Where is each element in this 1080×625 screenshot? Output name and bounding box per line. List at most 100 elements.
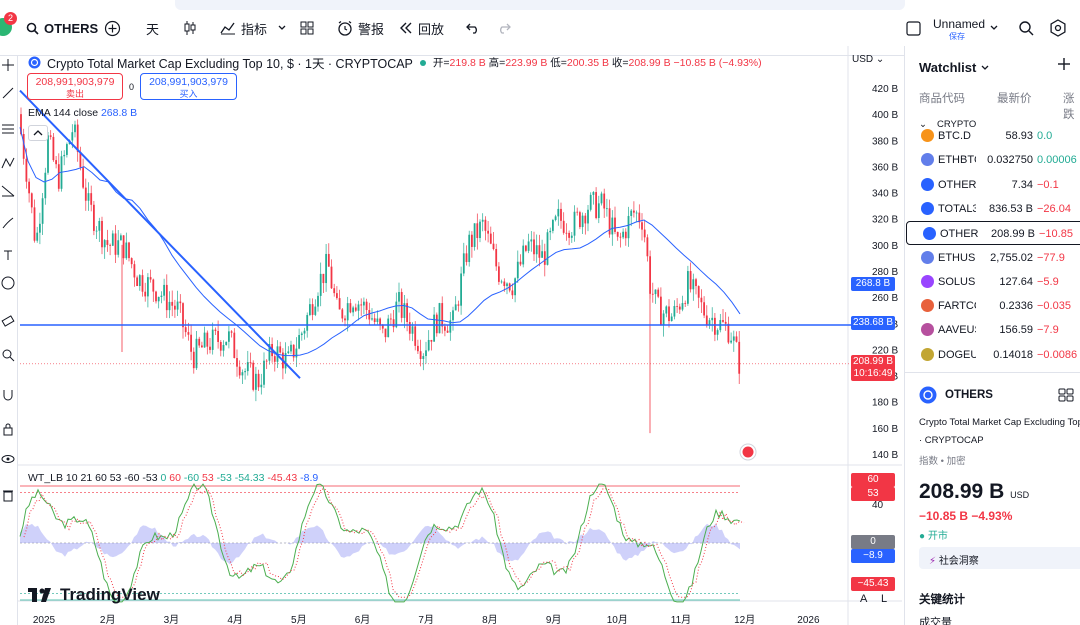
candle-body (357, 304, 360, 311)
detail-layout-button[interactable] (1058, 388, 1074, 405)
lock-icon[interactable] (1, 422, 15, 436)
layout-square-icon[interactable] (906, 17, 921, 39)
watchlist-row[interactable]: OTHERS 7.34 −0.1 (905, 173, 1080, 197)
candle-body (246, 362, 249, 372)
candle-body (705, 315, 708, 325)
candle-body (535, 245, 538, 255)
compare-button[interactable] (104, 17, 121, 39)
chart-area[interactable]: 420 B 400 B 380 B 360 B 340 B 320 B 300 B 280 B… (18, 46, 902, 625)
trend-line (19, 89, 301, 379)
candle-body (700, 297, 703, 303)
trash-icon[interactable] (1, 488, 15, 502)
redo-button[interactable] (497, 17, 511, 39)
watchlist-row[interactable]: TOTAL3 836.53 B −26.04 (905, 197, 1080, 221)
candle-body (646, 237, 649, 257)
candle-body (222, 344, 225, 351)
watchlist-row[interactable]: DOGEUSD 0.14018 −0.0086 (905, 343, 1080, 367)
watchlist-row[interactable]: SOLUSD 127.64 −5.9 (905, 270, 1080, 294)
osc-value2-label: −45.43 (851, 577, 895, 591)
text-icon[interactable] (1, 248, 15, 262)
interval-button[interactable]: 天 (146, 17, 159, 39)
market-open-dot-icon (419, 59, 426, 66)
auto-scale-button[interactable]: A (860, 593, 868, 605)
candle-body (211, 329, 214, 350)
candle-body (252, 362, 255, 390)
chart-type-button[interactable] (183, 17, 197, 39)
layout-name[interactable]: Unnamed (933, 17, 986, 31)
candle-body (581, 215, 584, 228)
candle-body (268, 343, 271, 361)
pattern-icon[interactable] (1, 156, 15, 170)
add-symbol-button[interactable] (1057, 54, 1071, 77)
candle-body (141, 275, 144, 292)
candle-body (298, 335, 300, 349)
brush-icon[interactable] (1, 216, 15, 230)
low-label: 低 (550, 57, 561, 69)
notification-badge[interactable]: 2 (4, 12, 17, 25)
col-header-symbol[interactable]: 商品代码 (919, 93, 965, 105)
projection-icon[interactable] (1, 184, 15, 198)
candle-body (471, 234, 473, 247)
candle-body (322, 273, 325, 284)
fib-icon[interactable] (1, 122, 15, 136)
candle-body (525, 245, 527, 251)
price-tick-label: 260 B (872, 293, 898, 304)
detail-symbol[interactable]: OTHERS (919, 386, 993, 404)
sell-label: 卖出 (65, 89, 84, 99)
watchlist-row[interactable]: AAVEUSD 156.59 −7.9 (905, 318, 1080, 342)
buy-button[interactable]: 208,991,903,979 买入 (140, 73, 237, 100)
quick-search-button[interactable] (1018, 17, 1035, 39)
indicators-dropdown[interactable] (277, 17, 287, 39)
candle-body (522, 245, 525, 265)
settings-button[interactable] (1049, 17, 1067, 39)
candle-body (498, 266, 500, 282)
watchlist-row[interactable]: OTHERS 208.99 B −10.85 (906, 221, 1080, 246)
trendline-icon[interactable] (1, 86, 15, 100)
col-header-last[interactable]: 最新价 (997, 93, 1032, 105)
replay-label: 回放 (418, 21, 445, 37)
symbol-search-button[interactable]: OTHERS (26, 17, 98, 39)
undo-button[interactable] (466, 17, 480, 39)
candle-body (241, 372, 244, 376)
watchlist-group-crypto[interactable]: ⌄ CRYPTO (919, 119, 976, 130)
crosshair-icon[interactable] (1, 58, 15, 72)
candle-body (39, 223, 41, 233)
watchlist-row[interactable]: ETHBTC 0.032750 0.00006 (905, 148, 1080, 172)
social-insight-button[interactable]: ⚡ 社会洞察 (919, 547, 1080, 569)
ema-legend[interactable]: EMA 144 close 268.8 B (28, 107, 137, 119)
sell-button[interactable]: 208,991,903,979 卖出 (27, 73, 123, 100)
layout-dropdown[interactable] (989, 17, 999, 39)
collapse-legend-button[interactable] (28, 125, 48, 141)
watchlist-row[interactable]: BTC.D 58.93 0.0 (905, 124, 1080, 148)
replay-button[interactable]: 回放 (399, 17, 444, 39)
oscillator-legend[interactable]: WT_LB 10 21 60 53 -60 -53 0 60 -60 53 -5… (28, 472, 318, 484)
save-label[interactable]: 保存 (949, 32, 965, 41)
candle-body (395, 301, 398, 328)
candle-body (668, 306, 670, 322)
emoji-icon[interactable] (1, 276, 15, 290)
candle-body (363, 301, 365, 306)
eye-icon[interactable] (1, 452, 15, 466)
layouts-button[interactable] (300, 17, 314, 39)
currency-selector[interactable]: USD ⌄ (852, 54, 884, 65)
chart-title[interactable]: Crypto Total Market Cap Excluding Top 10… (47, 57, 413, 71)
watchlist-row[interactable]: FARTCOIN 0.2336 −0.035 (905, 294, 1080, 318)
indicators-label: 指标 (241, 21, 268, 37)
col-header-change[interactable]: 涨跌 (1063, 93, 1075, 121)
tradingview-logo[interactable]: TradingView (28, 585, 160, 605)
magnet-icon[interactable] (1, 388, 15, 402)
candle-body (336, 293, 338, 299)
candle-body (192, 351, 195, 369)
candle-body (303, 330, 306, 334)
watchlist-title[interactable]: Watchlist (919, 60, 990, 75)
alerts-button[interactable]: 警报 (337, 17, 384, 39)
candle-body (292, 344, 295, 358)
ruler-icon[interactable] (1, 314, 15, 328)
log-scale-button[interactable]: L (881, 593, 888, 605)
candle-body (319, 273, 322, 296)
zoom-in-icon[interactable] (1, 348, 15, 362)
chart-canvas[interactable]: 420 B 400 B 380 B 360 B 340 B 320 B 300 B 280 B… (18, 46, 902, 625)
watchlist-row[interactable]: ETHUSD 2,755.02 −77.9 (905, 246, 1080, 270)
price-tick-label: 360 B (872, 162, 898, 173)
indicators-button[interactable]: 指标 (220, 17, 267, 39)
